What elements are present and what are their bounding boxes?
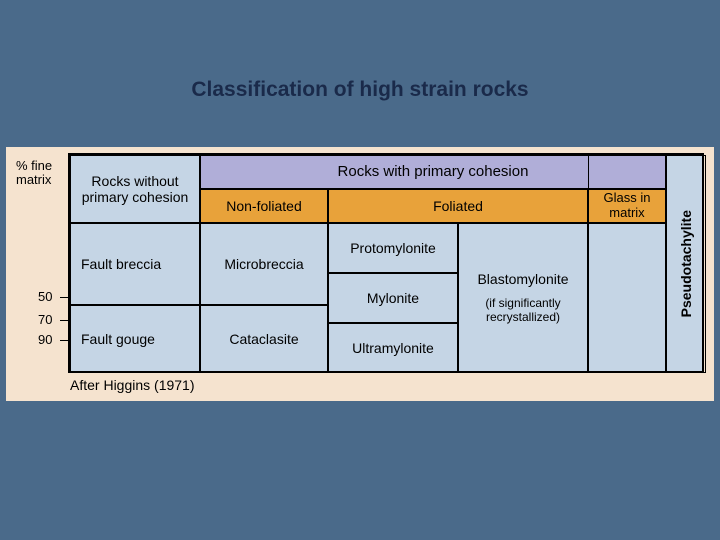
cell-rocks-without: Rocks without primary cohesion [70, 155, 200, 223]
cell-foliated: Foliated [328, 189, 588, 223]
cell-microbreccia: Microbreccia [200, 223, 328, 305]
cell-pseudotachylite: Pseudotachylite [666, 155, 706, 373]
tick-mark-50 [60, 297, 68, 298]
tick-mark-90 [60, 340, 68, 341]
cell-ultramylonite: Ultramylonite [328, 323, 458, 373]
tick-70: 70 [38, 312, 52, 327]
tick-mark-70 [60, 320, 68, 321]
cell-non-foliated: Non-foliated [200, 189, 328, 223]
tick-90: 90 [38, 332, 52, 347]
figure-container: % fine matrix 50 70 90 After Higgins (19… [6, 147, 714, 401]
pseudotachylite-label: Pseudotachylite [678, 210, 694, 317]
cell-blastomylonite: Blastomylonite (if significantly recryst… [458, 223, 588, 373]
blastomylonite-label: Blastomylonite [477, 271, 568, 287]
cell-fault-gouge: Fault gouge [70, 305, 200, 373]
attribution: After Higgins (1971) [70, 377, 195, 393]
cell-fault-breccia: Fault breccia [70, 223, 200, 305]
cell-mylonite: Mylonite [328, 273, 458, 323]
tick-50: 50 [38, 289, 52, 304]
page-title: Classification of high strain rocks [0, 78, 720, 102]
classification-table: Rocks without primary cohesion Rocks wit… [68, 153, 704, 373]
cell-glass: Glass in matrix [588, 189, 666, 223]
yaxis-label: % fine matrix [16, 159, 52, 188]
cell-glass-top [588, 155, 666, 189]
cell-protomylonite: Protomylonite [328, 223, 458, 273]
yaxis-label-line1: % fine [16, 158, 52, 173]
cell-cataclasite: Cataclasite [200, 305, 328, 373]
yaxis-label-line2: matrix [16, 172, 51, 187]
blastomylonite-note: (if significantly recrystallized) [463, 297, 583, 325]
cell-glass-body [588, 223, 666, 373]
